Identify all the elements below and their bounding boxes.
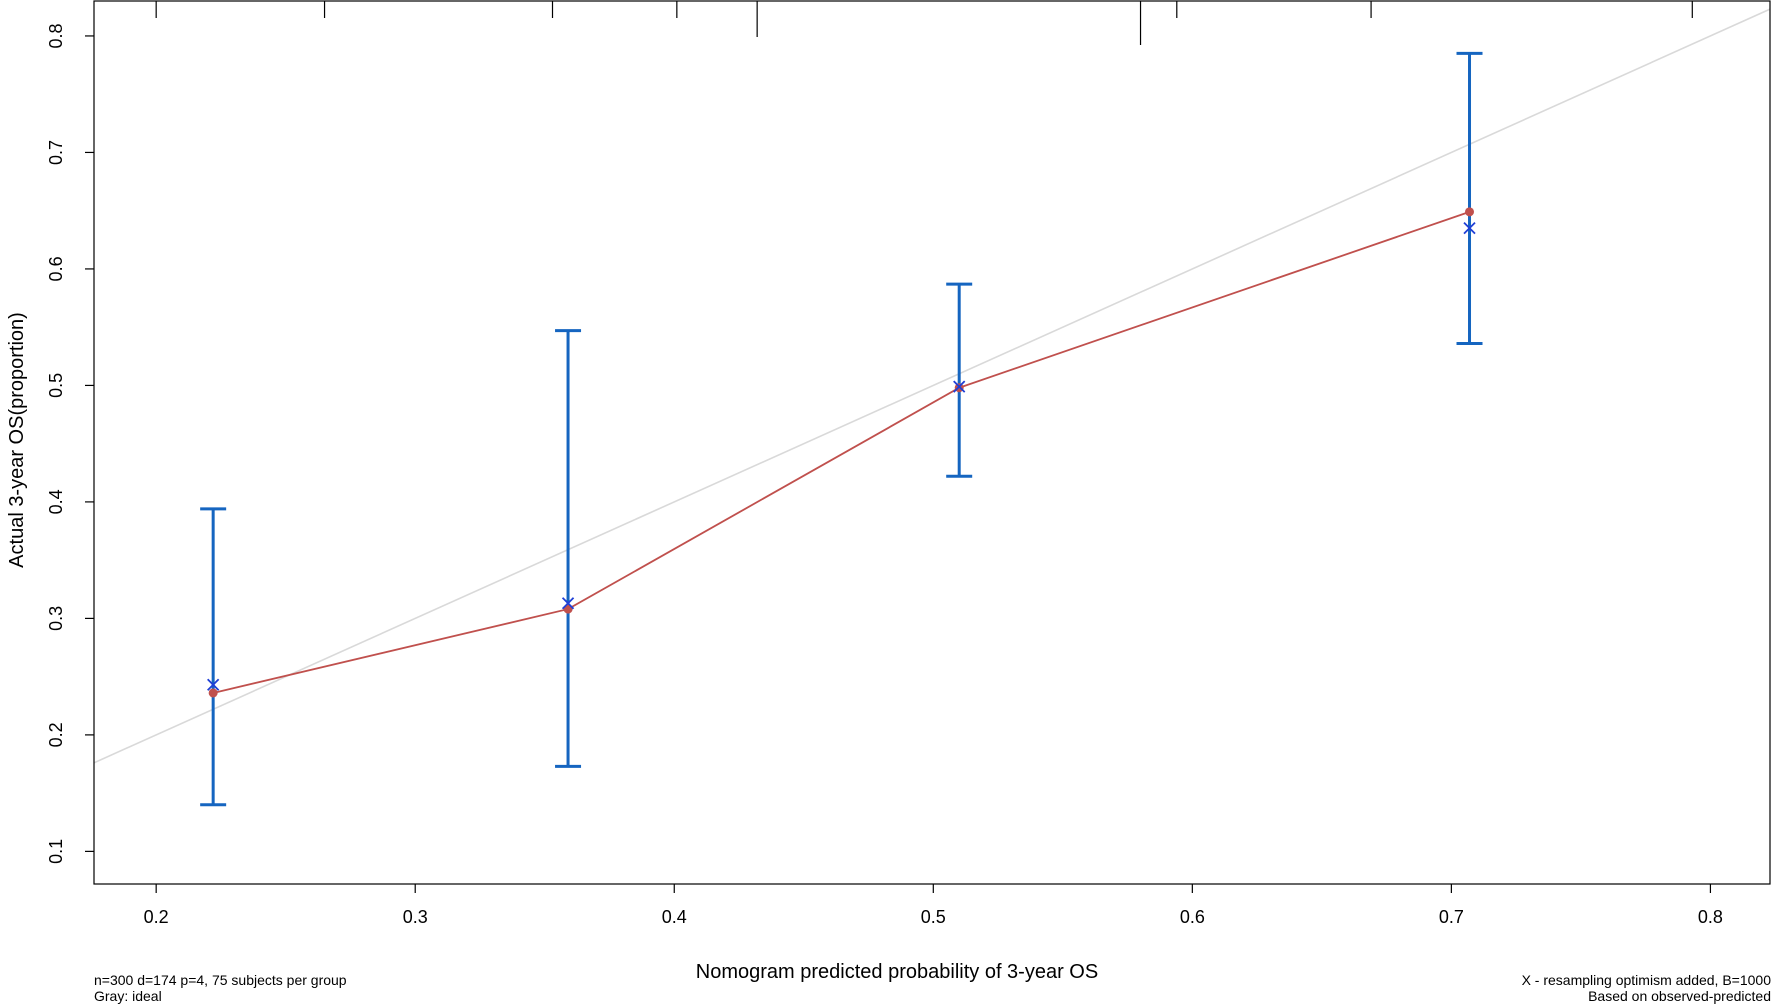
footer-note-left: n=300 d=174 p=4, 75 subjects per group G… <box>94 972 347 1004</box>
y-tick-label-7: 0.7 <box>46 140 66 165</box>
y-tick-label-3: 0.3 <box>46 606 66 631</box>
y-tick-label-4: 0.4 <box>46 489 66 514</box>
apparent-point-2 <box>563 604 573 614</box>
ideal-line <box>93 8 1771 764</box>
resampling-note: X - resampling optimism added, B=1000 <box>1521 972 1771 988</box>
x-tick-label-7: 0.8 <box>1698 907 1723 927</box>
bias-corrected-marker-3 <box>953 380 966 393</box>
apparent-calibration-line <box>212 210 1470 694</box>
x-tick-label-4: 0.5 <box>921 907 946 927</box>
y-tick-label-2: 0.2 <box>46 722 66 747</box>
x-tick-label-2: 0.3 <box>403 907 428 927</box>
x-tick-label-5: 0.6 <box>1180 907 1205 927</box>
footer-note-right: X - resampling optimism added, B=1000 Ba… <box>1522 972 1771 1004</box>
ideal-line-legend: Gray: ideal <box>94 988 162 1004</box>
x-axis-label: Nomogram predicted probability of 3-year… <box>696 961 1098 983</box>
y-tick-label-1: 0.1 <box>46 839 66 864</box>
plot-frame <box>93 0 1771 885</box>
bias-corrected-marker-4 <box>1463 222 1476 235</box>
x-tick-label-3: 0.4 <box>662 907 687 927</box>
basis-note: Based on observed-predicted <box>1588 988 1771 1004</box>
y-tick-label-8: 0.8 <box>46 23 66 48</box>
apparent-point-1 <box>208 688 218 698</box>
bias-corrected-marker-1 <box>207 678 220 691</box>
y-axis-label: Actual 3-year OS(proportion) <box>6 312 28 568</box>
x-tick-label-1: 0.2 <box>144 907 169 927</box>
sample-info-text: n=300 d=174 p=4, 75 subjects per group <box>94 972 347 988</box>
bias-corrected-marker-2 <box>561 597 575 610</box>
x-tick-label-6: 0.7 <box>1439 907 1464 927</box>
y-tick-label-6: 0.6 <box>46 256 66 281</box>
apparent-point-4 <box>1465 207 1475 217</box>
y-tick-label-5: 0.5 <box>46 373 66 398</box>
